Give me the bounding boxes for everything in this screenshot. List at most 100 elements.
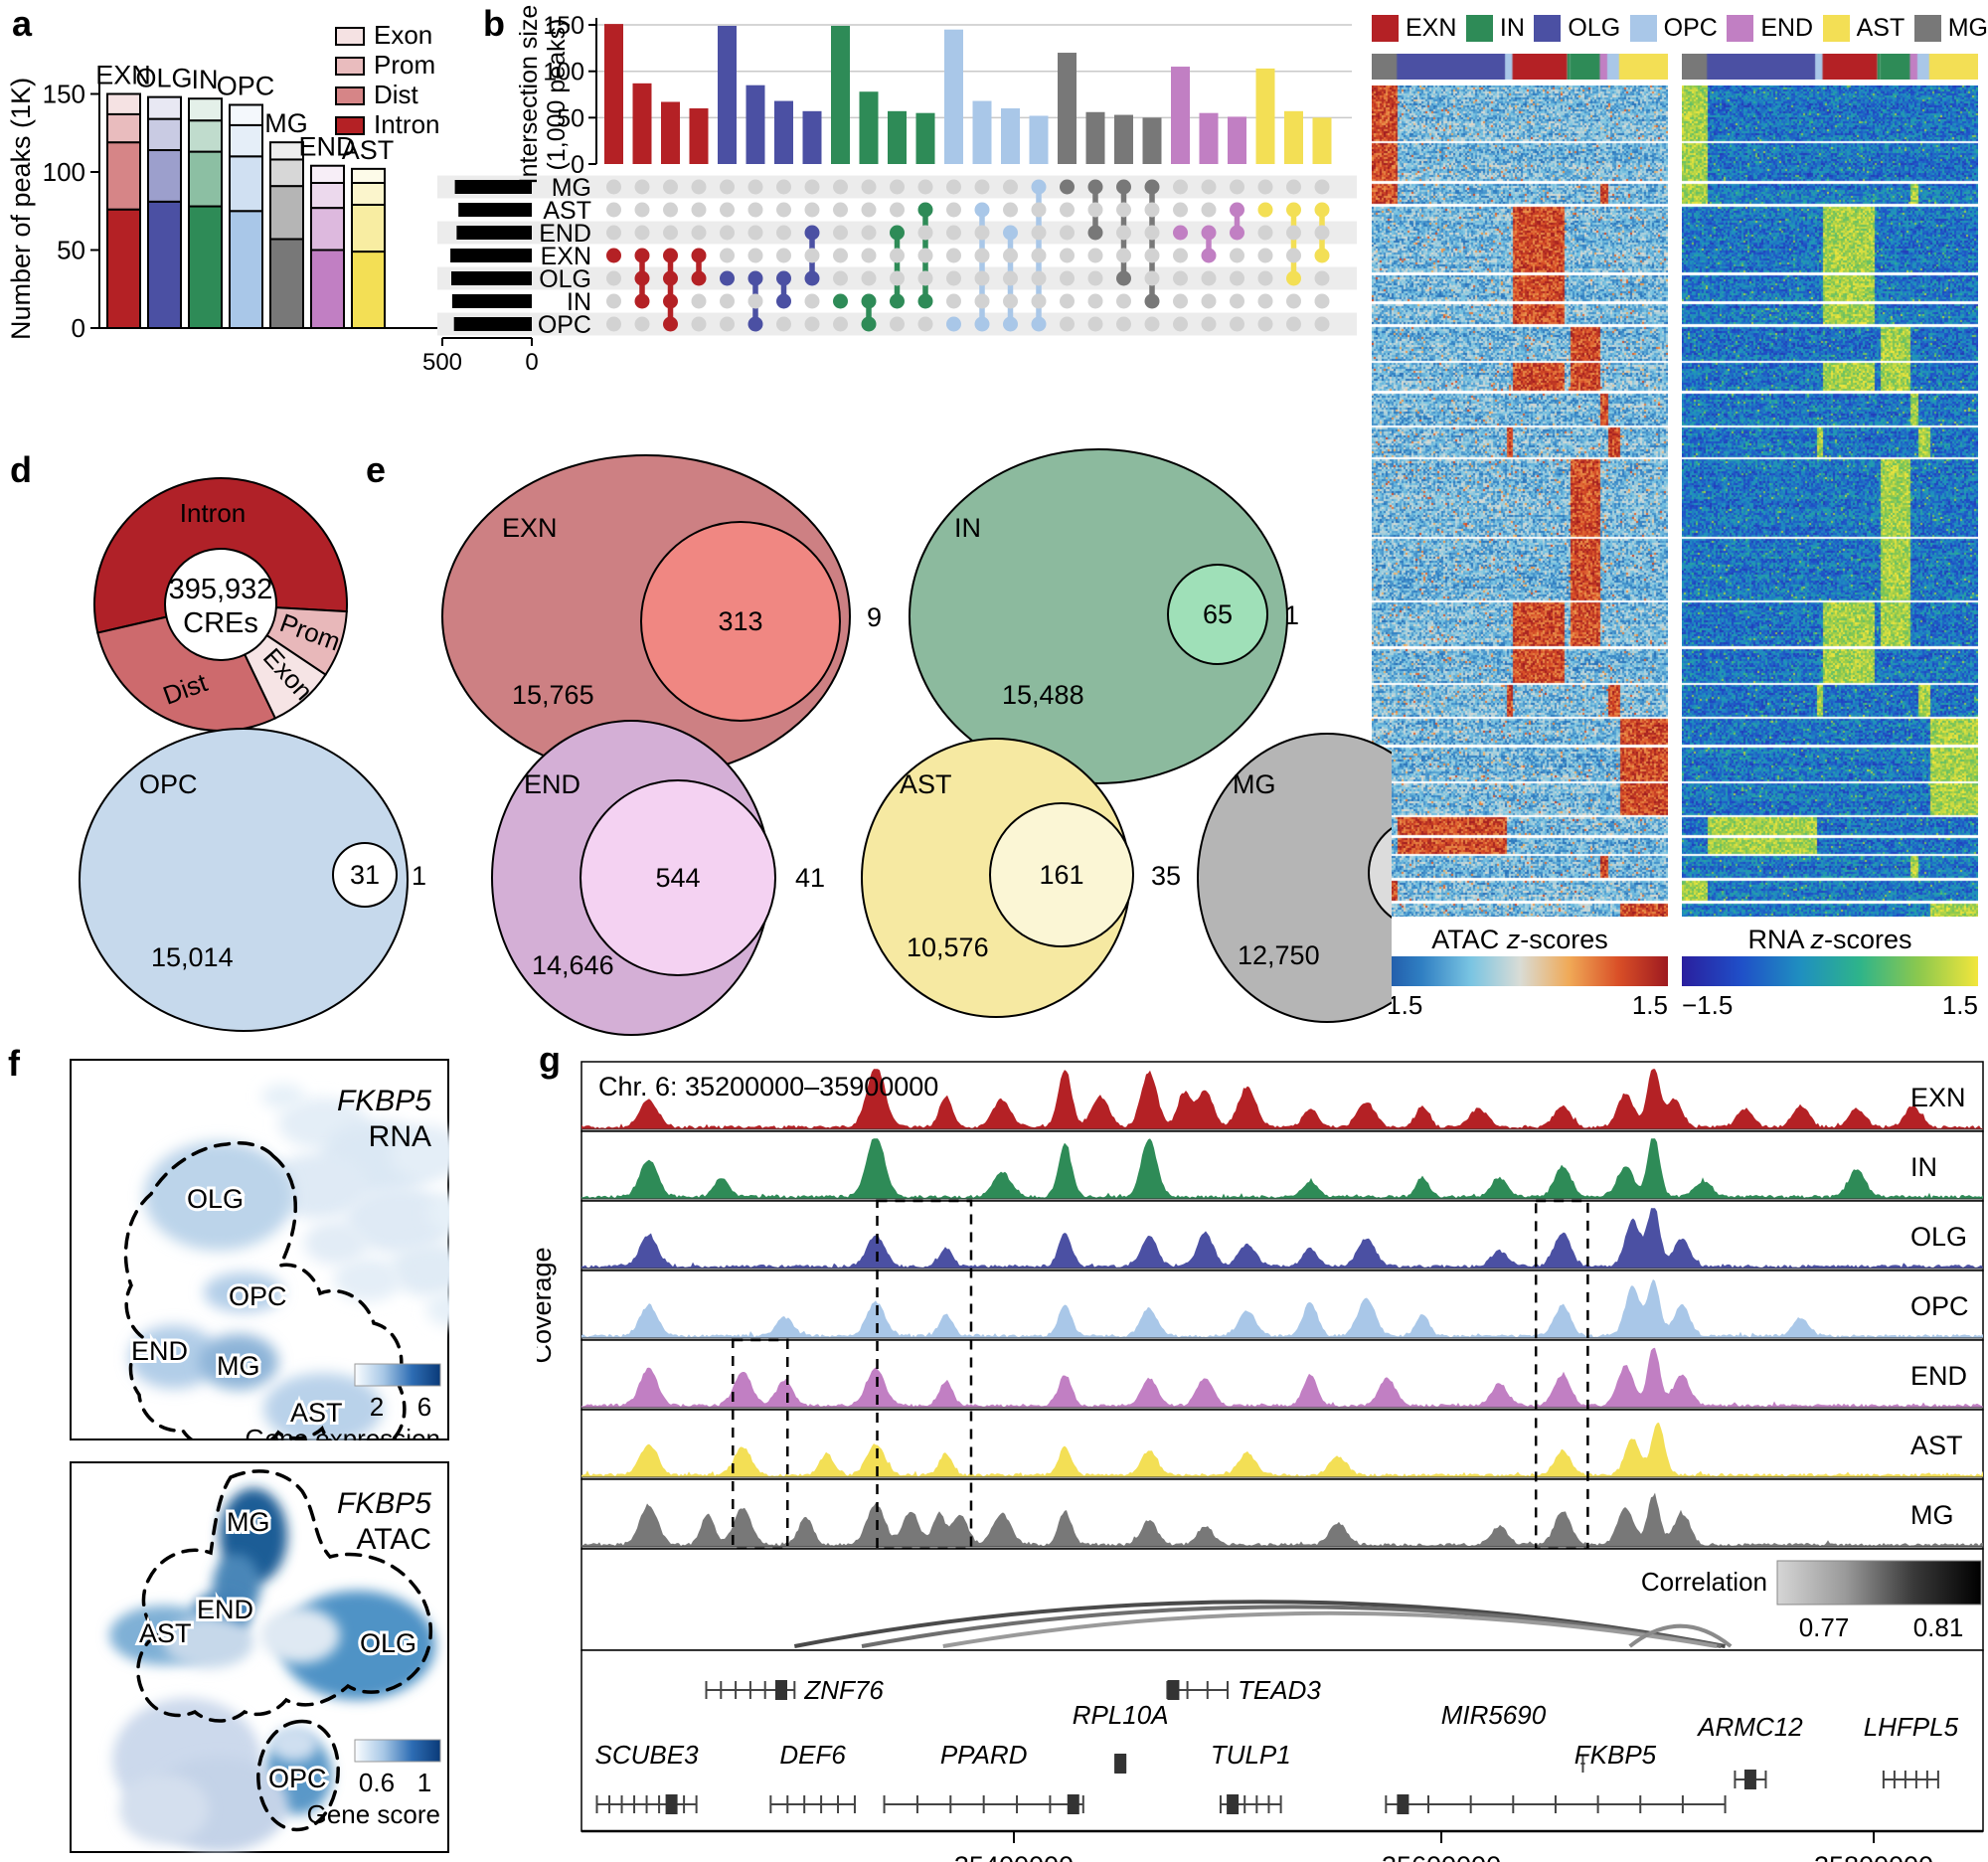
cluster-label-MG: MG: [227, 1507, 270, 1537]
y-tick-label: 0: [72, 313, 85, 343]
dot: [946, 225, 961, 241]
legend-swatch-MG: [1913, 14, 1941, 42]
gene-PPARD: PPARD: [883, 1740, 1084, 1814]
bar-label: OLG: [135, 64, 192, 93]
legend-label: Prom: [374, 50, 435, 80]
track-label-EXN: EXN: [1910, 1083, 1966, 1112]
dot: [804, 179, 820, 195]
gene-name: LHFPL5: [1864, 1712, 1959, 1742]
bar-segment-exon: [351, 167, 386, 184]
intersection-bar: [1029, 115, 1049, 164]
gene-track-box: [580, 1649, 1984, 1832]
exon-dense-block: [1397, 1794, 1409, 1814]
dot: [1230, 316, 1244, 332]
member-dot: [1230, 225, 1244, 241]
euler-outside-count: 1: [1284, 600, 1299, 630]
cluster-label-END: END: [131, 1336, 188, 1366]
assay-name: ATAC: [356, 1523, 431, 1556]
member-dot: [1144, 293, 1160, 309]
y-tick-label: 100: [43, 157, 85, 187]
dot: [974, 225, 990, 241]
umap-cluster-blob: [334, 1258, 402, 1301]
intersection-bar: [1001, 108, 1020, 164]
rna-colorbar: [1682, 956, 1978, 986]
gene-name: FKBP5: [337, 1487, 431, 1520]
member-dot: [861, 293, 877, 309]
bar-segment-dist: [188, 150, 223, 208]
dot: [720, 225, 735, 241]
atac-colorbar-scale: −1.5 1.5: [1372, 990, 1668, 1020]
intersection-bar: [1171, 67, 1190, 164]
dot: [1003, 202, 1018, 218]
bar-label: END: [298, 132, 355, 162]
umap-cluster-blob: [345, 1186, 449, 1254]
dot: [804, 202, 820, 218]
dot: [1173, 179, 1188, 195]
dot: [606, 270, 621, 286]
umap-cluster-blob: [260, 1608, 340, 1663]
matrix-row-label: EXN: [541, 243, 591, 270]
dot: [1116, 293, 1131, 309]
euler-outside-count: 9: [867, 602, 882, 632]
member-dot: [1286, 270, 1301, 286]
bar-segment-exon: [269, 141, 304, 161]
dot: [1286, 225, 1301, 241]
bar-label: IN: [192, 65, 219, 94]
dot: [917, 270, 933, 286]
legend-swatch-AST: [1822, 14, 1850, 42]
gene-name: SCUBE3: [595, 1740, 700, 1770]
intersection-bar: [944, 29, 963, 165]
dot: [691, 293, 707, 309]
euler-main-count: 14,646: [532, 950, 614, 980]
euler-main-count: 12,750: [1238, 940, 1320, 970]
member-dot: [1087, 179, 1103, 195]
dot: [1257, 293, 1273, 309]
coverage-signal-AST: [581, 1422, 1983, 1477]
dot: [606, 202, 621, 218]
rna-column-annotation: [1682, 54, 1978, 80]
cluster-label-END: END: [197, 1595, 253, 1624]
member-dot: [1201, 225, 1217, 241]
intersection-bar: [746, 85, 765, 164]
dot: [747, 179, 763, 195]
dot: [1230, 293, 1244, 309]
matrix-row-label: OLG: [539, 265, 591, 293]
legend-swatch-OLG: [1534, 14, 1562, 42]
member-dot: [1060, 179, 1075, 195]
euler-inner-circle: [1368, 827, 1392, 919]
cluster-label-AST: AST: [290, 1398, 343, 1428]
celltype-legend: EXN IN OLG OPC END AST MG: [1372, 8, 1988, 48]
euler-main-count: 15,014: [151, 942, 234, 972]
intersection-bar: [661, 101, 680, 164]
member-dot: [917, 202, 933, 218]
legend-label: EXN: [1406, 13, 1457, 42]
intersection-bar: [718, 25, 737, 164]
dot: [890, 179, 905, 195]
member-dot: [890, 225, 905, 241]
dot: [1230, 179, 1244, 195]
dot: [776, 202, 791, 218]
euler-set-label: AST: [900, 769, 952, 799]
panel-g-genome-tracks: EXN IN OLG OPC END AST MG Chr. 6: 35200000–3590…: [537, 1061, 1984, 1862]
set-size-bar: [453, 317, 532, 331]
dot: [804, 316, 820, 332]
set-size-bar: [451, 271, 532, 285]
colorbar-tick: 0.6: [359, 1768, 395, 1797]
legend-label: OLG: [1568, 13, 1621, 42]
dot: [833, 316, 848, 332]
matrix-row-label: IN: [567, 288, 591, 316]
dot: [1286, 293, 1301, 309]
dot: [890, 270, 905, 286]
euler-set-label: MG: [1233, 769, 1276, 799]
intersection-bar: [1142, 117, 1162, 164]
dot: [691, 225, 707, 241]
bar-segment-dist: [229, 155, 263, 213]
member-dot: [1144, 179, 1160, 195]
dot: [946, 293, 961, 309]
set-size-bar: [458, 203, 532, 217]
set-size-bar: [454, 180, 532, 194]
coaccessibility-arc: [1628, 1623, 1733, 1648]
dot: [1060, 248, 1075, 263]
